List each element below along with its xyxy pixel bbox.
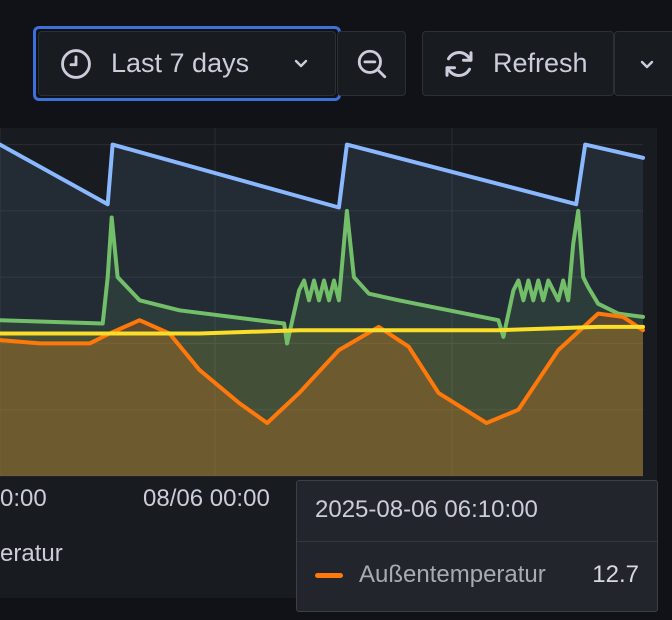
refresh-button[interactable]: Refresh <box>422 31 614 96</box>
tooltip-series-name: Außentemperatur <box>359 561 546 588</box>
tooltip-timestamp: 2025-08-06 06:10:00 <box>315 496 538 523</box>
series-line <box>0 208 645 346</box>
refresh-label: Refresh <box>493 48 588 78</box>
x-axis-tick: 0:00 <box>0 485 47 512</box>
dashboard-toolbar: Last 7 days Refresh <box>0 0 672 108</box>
series-area <box>0 144 643 476</box>
chevron-down-icon <box>294 59 308 68</box>
series-area <box>0 313 643 476</box>
timeseries-plot[interactable] <box>0 128 657 478</box>
legend-item[interactable]: eratur <box>0 540 63 567</box>
series-color-swatch <box>315 573 343 578</box>
tooltip-series-value: 12.7 <box>592 561 639 588</box>
zoom-out-icon <box>357 49 386 78</box>
chevron-down-icon <box>640 60 654 68</box>
clock-icon <box>61 48 91 79</box>
refresh-icon <box>445 50 473 77</box>
series-area <box>0 326 643 476</box>
series-area <box>0 210 643 476</box>
refresh-interval-dropdown[interactable] <box>614 31 672 96</box>
hover-tooltip: 2025-08-06 06:10:00 Außentemperatur 12.7 <box>296 480 658 612</box>
zoom-out-button[interactable] <box>337 31 406 96</box>
series-line <box>0 324 645 336</box>
time-range-label: Last 7 days <box>111 48 250 78</box>
series-line <box>0 142 645 210</box>
time-range-picker[interactable]: Last 7 days <box>38 31 336 96</box>
tooltip-divider <box>297 541 657 542</box>
timeseries-panel <box>0 128 657 598</box>
series-line <box>0 311 645 425</box>
x-axis-tick: 08/06 00:00 <box>143 485 270 512</box>
